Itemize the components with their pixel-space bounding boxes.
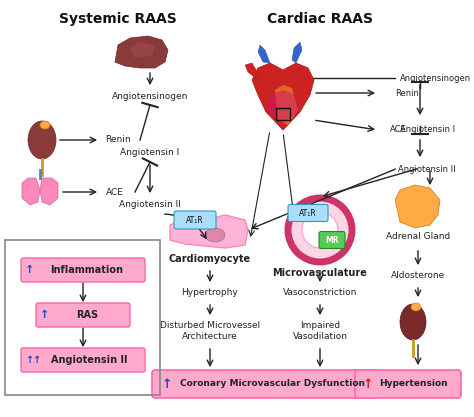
Text: Aldosterone: Aldosterone	[391, 271, 445, 280]
Polygon shape	[130, 42, 155, 58]
Polygon shape	[115, 36, 168, 68]
FancyBboxPatch shape	[355, 370, 461, 398]
Ellipse shape	[28, 121, 56, 159]
Text: Angiotensin II: Angiotensin II	[398, 165, 456, 174]
Circle shape	[288, 198, 352, 262]
Text: Renin: Renin	[105, 136, 131, 145]
Text: Angiotensin I: Angiotensin I	[120, 148, 180, 157]
Polygon shape	[258, 45, 270, 63]
Text: Microvasculature: Microvasculature	[273, 268, 367, 278]
Text: ↑: ↑	[25, 265, 35, 275]
Polygon shape	[22, 178, 40, 205]
Ellipse shape	[411, 303, 421, 311]
FancyBboxPatch shape	[319, 231, 345, 249]
Text: Inflammation: Inflammation	[51, 265, 124, 275]
Text: Systemic RAAS: Systemic RAAS	[59, 12, 177, 26]
Text: AT₁R: AT₁R	[186, 216, 204, 224]
Text: Angiotensin I: Angiotensin I	[400, 125, 455, 134]
Text: Hypertension: Hypertension	[379, 379, 447, 389]
FancyBboxPatch shape	[21, 258, 145, 282]
FancyBboxPatch shape	[21, 348, 145, 372]
Text: ACE: ACE	[390, 126, 407, 135]
Text: ACE: ACE	[106, 188, 124, 196]
Text: MR: MR	[325, 236, 339, 244]
Text: Disturbed Microvessel: Disturbed Microvessel	[160, 321, 260, 330]
Text: Cardiac RAAS: Cardiac RAAS	[267, 12, 373, 26]
Polygon shape	[268, 90, 298, 124]
Text: ↑: ↑	[363, 377, 373, 390]
Text: Angiotensinogen: Angiotensinogen	[112, 92, 188, 101]
Text: ↑: ↑	[162, 377, 172, 390]
Text: Coronary Microvascular Dysfunction: Coronary Microvascular Dysfunction	[181, 379, 365, 389]
Text: Adrenal Gland: Adrenal Gland	[386, 232, 450, 241]
Text: Vasoconstriction: Vasoconstriction	[283, 288, 357, 297]
Text: Cardiomyocyte: Cardiomyocyte	[169, 254, 251, 264]
Text: Architecture: Architecture	[182, 332, 238, 341]
Ellipse shape	[40, 121, 50, 129]
Text: Renin: Renin	[395, 88, 419, 98]
Polygon shape	[275, 85, 298, 125]
Text: ↑: ↑	[40, 310, 50, 320]
Text: Angiotensin II: Angiotensin II	[51, 355, 127, 365]
Text: Angiotensinogen: Angiotensinogen	[400, 73, 471, 83]
Circle shape	[302, 212, 338, 248]
Text: ↑↑: ↑↑	[25, 355, 41, 365]
Text: Hypertrophy: Hypertrophy	[182, 288, 238, 297]
Text: RAS: RAS	[76, 310, 98, 320]
Ellipse shape	[205, 228, 225, 242]
Text: Vasodilation: Vasodilation	[292, 332, 347, 341]
Polygon shape	[252, 63, 314, 130]
Text: AT₁R: AT₁R	[299, 208, 317, 218]
FancyBboxPatch shape	[152, 370, 378, 398]
Text: Angiotensin II: Angiotensin II	[119, 200, 181, 209]
FancyBboxPatch shape	[288, 204, 328, 221]
Polygon shape	[40, 178, 58, 205]
Polygon shape	[170, 215, 248, 248]
Text: Impaired: Impaired	[300, 321, 340, 330]
FancyBboxPatch shape	[174, 211, 216, 229]
Ellipse shape	[400, 304, 426, 340]
Polygon shape	[292, 42, 302, 63]
FancyBboxPatch shape	[36, 303, 130, 327]
Polygon shape	[245, 63, 258, 80]
Polygon shape	[395, 185, 440, 228]
